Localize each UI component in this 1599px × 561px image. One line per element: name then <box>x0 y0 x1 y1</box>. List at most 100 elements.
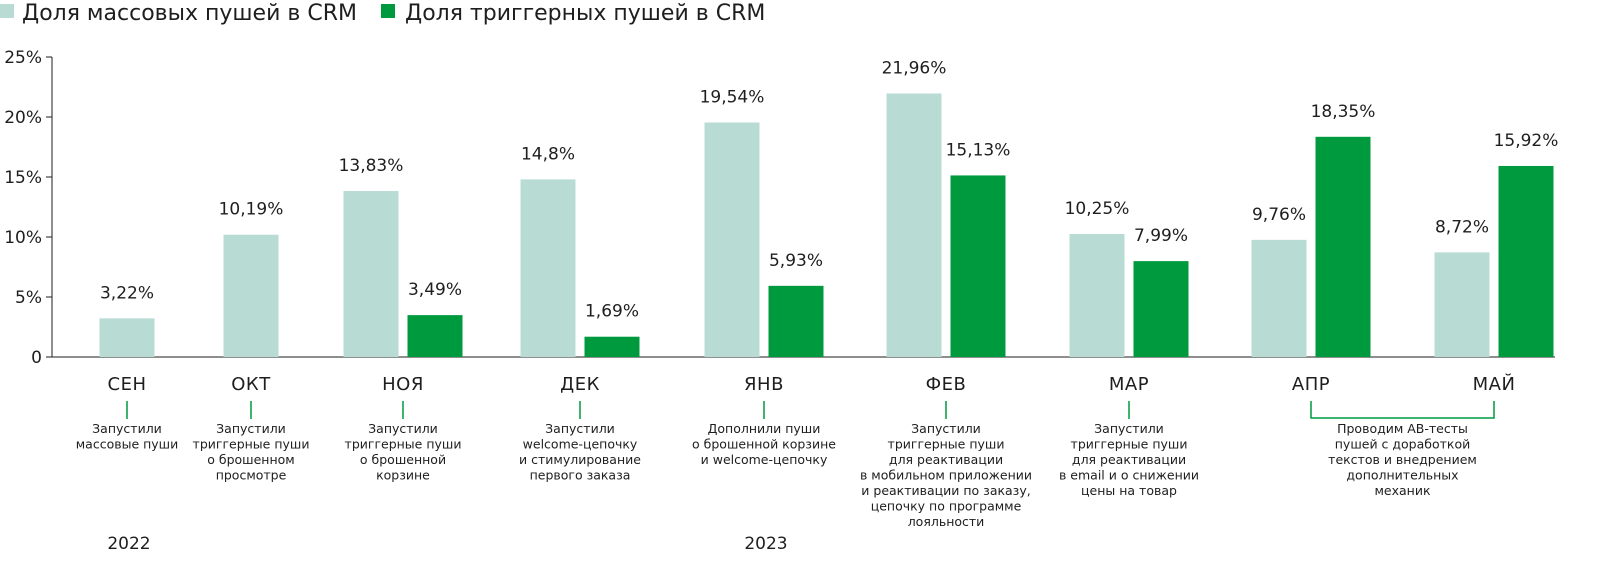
bar-mass <box>886 93 942 357</box>
annotation-line: корзине <box>376 468 430 483</box>
annotation-text: Проводим АВ-тесты пушей с доработкой текст… <box>1328 421 1477 498</box>
annotation-line: в мобильном приложении <box>860 468 1032 483</box>
annotation-line: и стимулирование <box>519 452 641 467</box>
annotation-bracket <box>1310 401 1495 419</box>
annotation-line: и welcome-цепочку <box>701 452 828 467</box>
x-tick-label: ОКТ <box>231 374 271 395</box>
legend-label-trigger: Доля триггерных пушей в CRM <box>405 1 765 26</box>
value-label-mass: 10,19% <box>219 200 284 220</box>
y-tick-label: 15% <box>4 168 42 188</box>
value-label-trigger: 15,13% <box>946 140 1011 160</box>
annotation-text: Запустили welcome-цепочку и стимулирование… <box>519 421 641 483</box>
legend-label-mass: Доля массовых пушей в CRM <box>22 1 357 26</box>
bar-trigger <box>584 336 640 357</box>
annotation-line: Дополнили пуши <box>708 421 821 436</box>
annotation-line: триггерные пуши <box>888 437 1005 452</box>
annotation-line: просмотре <box>216 468 287 483</box>
bar-mass <box>99 318 155 357</box>
annotation-line: массовые пуши <box>76 437 179 452</box>
annotation-text: Запустили триггерные пуши для реактивации в… <box>860 421 1032 529</box>
annotation-line: механик <box>1374 483 1430 498</box>
y-tick-label: 0 <box>31 348 42 368</box>
annotation-line: о брошенном <box>207 452 294 467</box>
value-label-mass: 21,96% <box>882 58 947 78</box>
annotation-line: дополнительных <box>1346 468 1458 483</box>
annotation-line: Запустили <box>1094 421 1164 436</box>
x-tick-label: АПР <box>1292 374 1330 395</box>
annotation-line: Запустили <box>92 421 162 436</box>
annotation-text: Запустили триггерные пуши о брошенной корзи… <box>345 421 462 483</box>
annotation-line: первого заказа <box>530 468 631 483</box>
annotation-line: триггерные пуши <box>193 437 310 452</box>
x-tick-label: МАЙ <box>1473 373 1516 395</box>
bar-mass <box>704 122 760 358</box>
bars <box>99 93 1554 358</box>
annotation-line: Запустили <box>368 421 438 436</box>
annotation-line: цены на товар <box>1081 483 1177 498</box>
annotation-line: для реактивации <box>1072 452 1186 467</box>
legend: Доля массовых пушей в CRM Доля триггерны… <box>0 1 765 26</box>
bar-mass <box>520 179 576 357</box>
x-tick-label: МАР <box>1109 374 1149 395</box>
value-label-mass: 19,54% <box>700 88 765 108</box>
bar-mass <box>1251 239 1307 357</box>
value-label-mass: 3,22% <box>100 283 154 303</box>
y-tick-label: 10% <box>4 228 42 248</box>
bar-mass <box>1434 252 1490 357</box>
value-label-mass: 13,83% <box>339 156 404 176</box>
year-labels: 2022 2023 <box>107 534 787 554</box>
year-label: 2023 <box>744 534 787 554</box>
annotation-line: цепочку по программе <box>871 499 1022 514</box>
x-tick-label: ЯНВ <box>744 374 784 395</box>
value-label-trigger: 1,69% <box>585 302 639 322</box>
annotation-text: Запустили триггерные пуши для реактивации в… <box>1059 421 1199 498</box>
annotation-text: Запустили триггерные пуши о брошенном просм… <box>193 421 310 483</box>
bar-trigger <box>1133 261 1189 357</box>
value-label-trigger: 7,99% <box>1134 226 1188 246</box>
value-label-mass: 10,25% <box>1065 199 1130 219</box>
value-labels: 3,22% 10,19% 13,83% 3,49% 14,8% 1,69% 19,54% 5,… <box>100 58 1558 321</box>
year-label: 2022 <box>107 534 150 554</box>
annotation-line: Проводим АВ-тесты <box>1337 421 1468 436</box>
x-tick-label: ДЕК <box>560 374 600 395</box>
annotation-line: и реактивации по заказу, <box>861 483 1030 498</box>
annotation-line: триггерные пуши <box>345 437 462 452</box>
value-label-mass: 8,72% <box>1435 217 1489 237</box>
bar-trigger <box>950 175 1006 357</box>
annotation-line: текстов и внедрением <box>1328 452 1477 467</box>
annotation-line: пушей с доработкой <box>1335 437 1471 452</box>
bar-mass <box>223 234 279 357</box>
annotation-line: лояльности <box>908 514 985 529</box>
value-label-mass: 9,76% <box>1252 205 1306 225</box>
bar-trigger <box>1498 165 1554 357</box>
legend-swatch-trigger <box>381 4 395 18</box>
y-tick-label: 5% <box>15 288 42 308</box>
axes: 0 5% 10% 15% 20% 25% <box>4 48 1555 368</box>
value-label-mass: 14,8% <box>521 144 575 164</box>
x-tick-label: НОЯ <box>382 374 424 395</box>
annotation-line: Запустили <box>545 421 615 436</box>
annotation-line: о брошенной корзине <box>692 437 836 452</box>
value-label-trigger: 18,35% <box>1311 102 1376 122</box>
bar-mass <box>343 191 399 357</box>
legend-swatch-mass <box>0 4 14 18</box>
bar-trigger <box>407 315 463 357</box>
value-label-trigger: 5,93% <box>769 251 823 271</box>
bar-trigger <box>768 285 824 357</box>
value-label-trigger: 15,92% <box>1494 131 1559 151</box>
value-label-trigger: 3,49% <box>408 280 462 300</box>
annotation-line: Запустили <box>216 421 286 436</box>
annotation-text: Запустили массовые пуши <box>76 421 179 452</box>
bar-mass <box>1069 234 1125 357</box>
x-tick-label: ФЕВ <box>926 374 967 395</box>
annotation-line: welcome-цепочку <box>523 437 638 452</box>
x-tick-label: СЕН <box>108 374 147 395</box>
annotation-line: для реактивации <box>889 452 1003 467</box>
y-tick-label: 20% <box>4 108 42 128</box>
annotation-line: триггерные пуши <box>1071 437 1188 452</box>
bar-trigger <box>1315 136 1371 357</box>
annotation-line: о брошенной <box>360 452 446 467</box>
month-labels: СЕН ОКТ НОЯ ДЕК ЯНВ ФЕВ МАР АПР МАЙ <box>108 373 1516 395</box>
